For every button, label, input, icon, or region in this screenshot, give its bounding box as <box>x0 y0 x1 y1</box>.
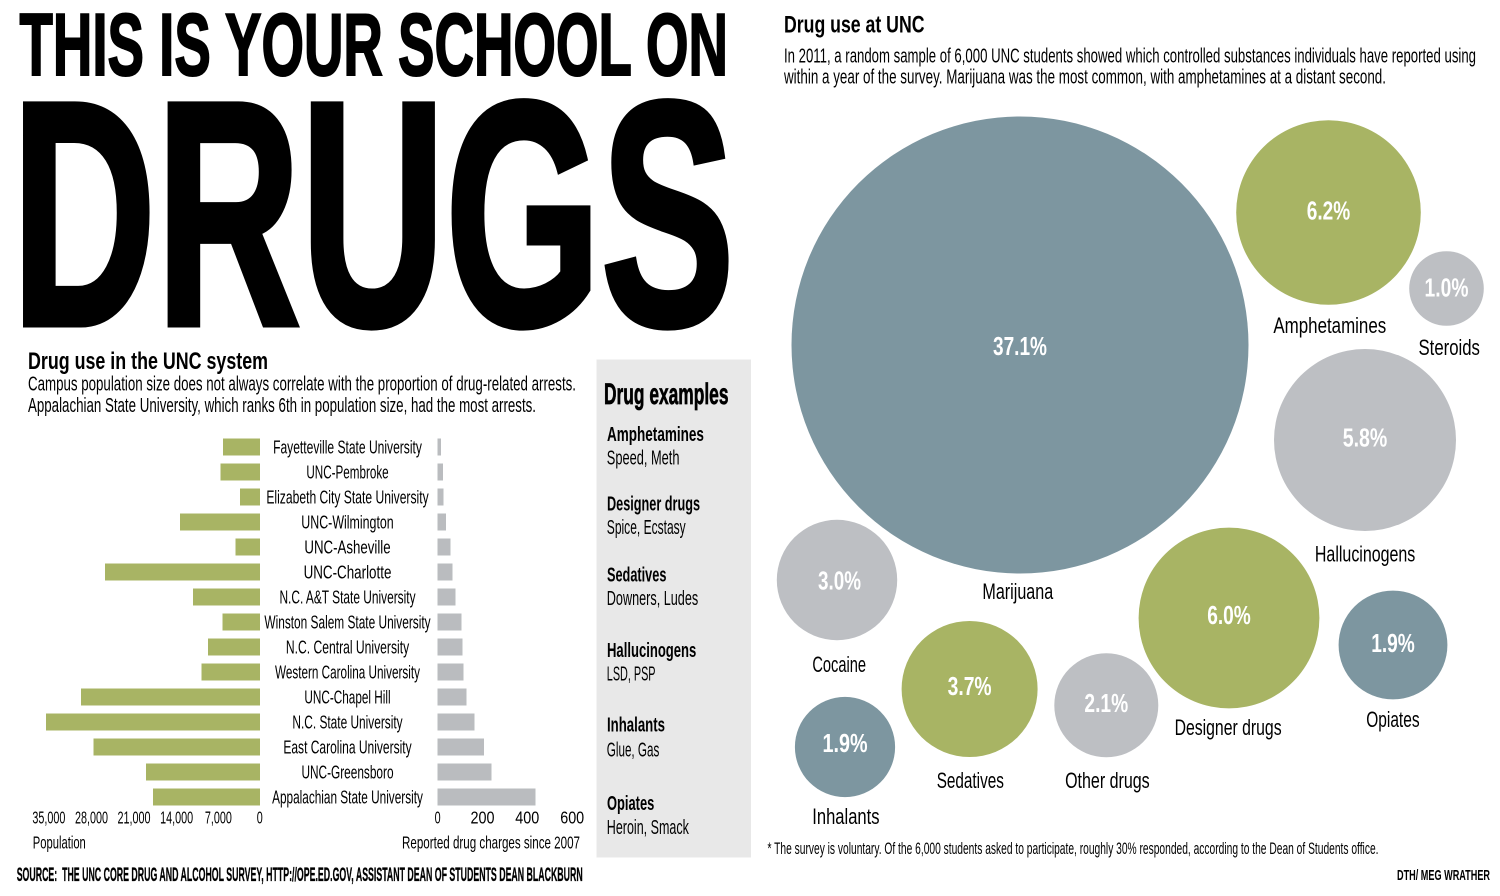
svg-text:Steroids: Steroids <box>1419 335 1480 360</box>
svg-text:37.1%: 37.1% <box>993 331 1047 361</box>
svg-text:UNC-Wilmington: UNC-Wilmington <box>301 511 393 532</box>
svg-text:Sedatives: Sedatives <box>607 565 666 587</box>
svg-text:Reported drug charges since 20: Reported drug charges since 2007 <box>402 833 580 853</box>
svg-text:5.8%: 5.8% <box>1343 423 1388 453</box>
svg-text:1.9%: 1.9% <box>1371 628 1415 658</box>
svg-text:600: 600 <box>560 808 584 828</box>
svg-text:1.0%: 1.0% <box>1425 273 1469 303</box>
svg-text:Fayetteville State University: Fayetteville State University <box>273 436 422 457</box>
svg-text:Designer drugs: Designer drugs <box>1175 715 1282 740</box>
svg-text:Drug examples: Drug examples <box>604 378 729 411</box>
svg-text:Marijuana: Marijuana <box>982 579 1053 604</box>
svg-text:Heroin, Smack: Heroin, Smack <box>607 817 690 839</box>
svg-text:28,000: 28,000 <box>75 808 108 828</box>
svg-text:UNC-Chapel Hill: UNC-Chapel Hill <box>304 686 390 707</box>
svg-text:Elizabeth City State Universit: Elizabeth City State University <box>266 486 429 507</box>
svg-text:200: 200 <box>471 808 495 828</box>
svg-text:Amphetamines: Amphetamines <box>1273 313 1386 338</box>
svg-text:Hallucinogens: Hallucinogens <box>1315 542 1415 567</box>
svg-text:UNC-Charlotte: UNC-Charlotte <box>304 561 392 582</box>
svg-text:within a year of the survey. M: within a year of the survey. Marijuana w… <box>783 67 1386 89</box>
svg-text:Speed, Meth: Speed, Meth <box>607 448 680 470</box>
svg-text:N.C. Central University: N.C. Central University <box>286 636 410 657</box>
svg-text:Designer drugs: Designer drugs <box>607 494 700 516</box>
svg-text:1.9%: 1.9% <box>822 728 867 758</box>
svg-text:Drug use at UNC: Drug use at UNC <box>784 12 925 39</box>
svg-text:Sedatives: Sedatives <box>937 768 1004 793</box>
svg-text:Cocaine: Cocaine <box>812 652 866 677</box>
svg-text:6.2%: 6.2% <box>1307 196 1351 226</box>
svg-text:Amphetamines: Amphetamines <box>607 424 704 446</box>
svg-text:Other drugs: Other drugs <box>1065 768 1150 793</box>
svg-text:3.7%: 3.7% <box>948 671 992 701</box>
svg-text:* The survey is voluntary. Of: * The survey is voluntary. Of the 6,000 … <box>768 839 1379 858</box>
svg-text:14,000: 14,000 <box>160 808 193 828</box>
svg-text:21,000: 21,000 <box>118 808 151 828</box>
svg-text:Spice, Ecstasy: Spice, Ecstasy <box>607 517 686 539</box>
svg-text:3.0%: 3.0% <box>818 566 861 596</box>
svg-text:UNC-Asheville: UNC-Asheville <box>304 536 390 557</box>
svg-text:0: 0 <box>435 808 441 828</box>
svg-text:Drug use in the UNC system: Drug use in the UNC system <box>28 348 268 375</box>
svg-text:Inhalants: Inhalants <box>812 804 879 829</box>
svg-text:35,000: 35,000 <box>32 808 65 828</box>
svg-text:7,000: 7,000 <box>205 808 232 828</box>
svg-text:East Carolina University: East Carolina University <box>283 736 412 757</box>
svg-text:Appalachian State University: Appalachian State University <box>272 786 423 807</box>
svg-text:In 2011, a random sample of 6,: In 2011, a random sample of 6,000 UNC st… <box>784 45 1476 67</box>
svg-text:DTH/ MEG WRATHER: DTH/ MEG WRATHER <box>1397 867 1490 884</box>
svg-text:Inhalants: Inhalants <box>607 715 665 737</box>
svg-text:Campus population size does no: Campus population size does not always c… <box>28 374 576 396</box>
svg-text:Appalachian State University,: Appalachian State University, which rank… <box>28 395 536 417</box>
svg-text:6.0%: 6.0% <box>1207 600 1251 630</box>
svg-text:2.1%: 2.1% <box>1084 688 1128 718</box>
svg-text:DRUGS: DRUGS <box>12 35 735 393</box>
svg-text:Hallucinogens: Hallucinogens <box>607 640 696 662</box>
svg-text:0: 0 <box>257 808 263 828</box>
svg-text:Glue, Gas: Glue, Gas <box>607 739 660 761</box>
svg-text:400: 400 <box>515 808 539 828</box>
svg-text:Opiates: Opiates <box>1366 707 1419 732</box>
svg-text:N.C. State University: N.C. State University <box>292 711 403 732</box>
svg-text:Downers, Ludes: Downers, Ludes <box>607 588 698 610</box>
svg-text:Winston Salem State University: Winston Salem State University <box>264 611 431 632</box>
svg-text:LSD, PSP: LSD, PSP <box>607 663 656 685</box>
svg-text:N.C. A&T State University: N.C. A&T State University <box>279 586 416 607</box>
svg-text:Opiates: Opiates <box>607 793 654 815</box>
svg-text:Western Carolina University: Western Carolina University <box>275 661 420 682</box>
svg-text:UNC-Pembroke: UNC-Pembroke <box>306 461 388 482</box>
svg-text:UNC-Greensboro: UNC-Greensboro <box>301 761 393 782</box>
svg-text:SOURCE: THE UNC CORE DRUG AND: SOURCE: THE UNC CORE DRUG AND ALCOHOL SU… <box>17 865 583 886</box>
svg-text:THIS IS YOUR SCHOOL ON: THIS IS YOUR SCHOOL ON <box>20 0 729 94</box>
svg-text:Population: Population <box>33 833 86 853</box>
